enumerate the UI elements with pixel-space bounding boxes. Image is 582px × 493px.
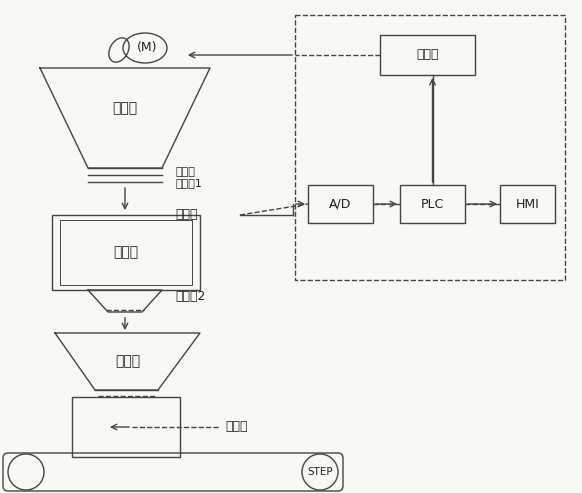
Text: 电磁阀2: 电磁阀2 [175,290,205,304]
Text: PLC: PLC [421,198,444,211]
Text: STEP: STEP [307,467,333,477]
Text: 传感器: 传感器 [175,209,197,221]
Text: 变频器: 变频器 [416,48,439,62]
Text: (M): (M) [137,41,157,55]
Text: 放料仓: 放料仓 [115,354,140,368]
Bar [72,397,180,457]
Bar [400,185,465,223]
Text: 调节阀: 调节阀 [175,167,195,177]
Text: 电磁阀1: 电磁阀1 [175,178,202,188]
Bar [500,185,555,223]
Text: A/D: A/D [329,198,352,211]
Bar [308,185,373,223]
Text: 进料仓: 进料仓 [112,101,137,115]
Text: HMI: HMI [516,198,540,211]
Text: 包装袋: 包装袋 [225,421,247,433]
Bar [60,220,192,285]
Bar [295,15,565,280]
Bar [52,215,200,290]
Bar [380,35,475,75]
Text: 称重仓: 称重仓 [113,246,139,259]
